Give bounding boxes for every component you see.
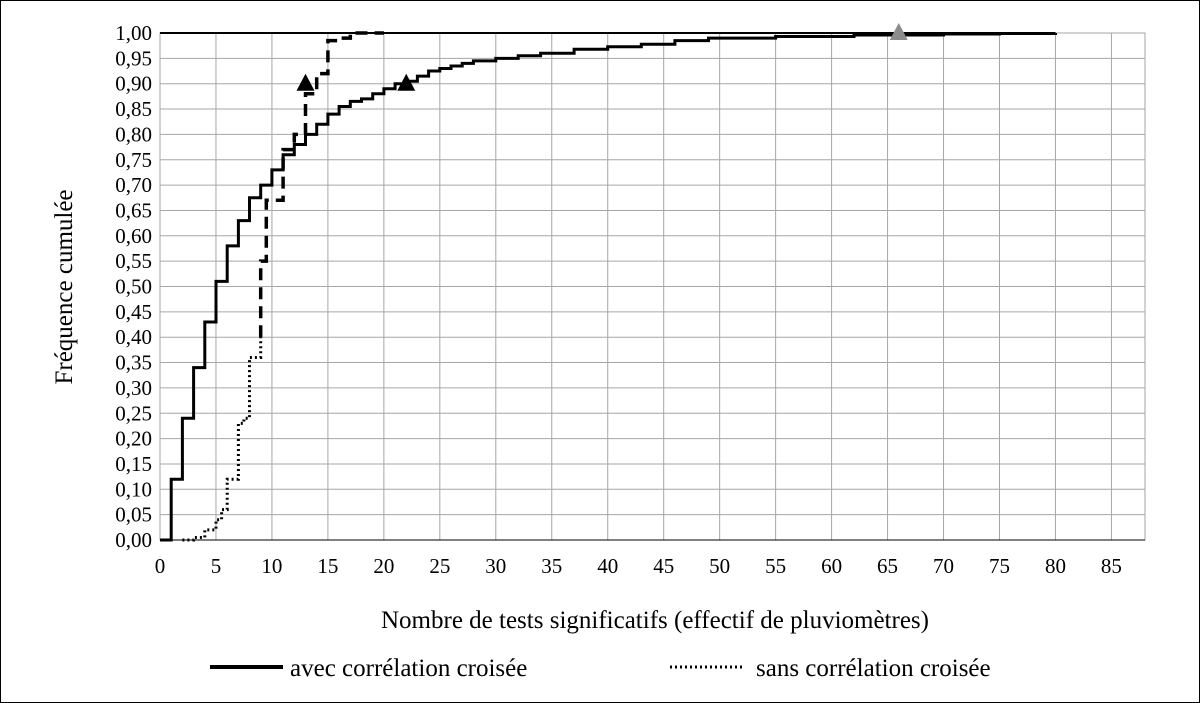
y-tick-label: 0,40	[115, 325, 152, 349]
y-tick-label: 0,15	[115, 452, 152, 476]
y-tick-label: 0,00	[115, 528, 152, 552]
x-tick-label: 15	[317, 554, 338, 578]
x-tick-label: 20	[373, 554, 394, 578]
y-tick-label: 0,50	[115, 275, 152, 299]
legend-label-solid: avec corrélation croisée	[290, 655, 527, 682]
x-axis-label: Nombre de tests significatifs (effectif …	[381, 607, 929, 634]
y-tick-labels: 0,000,050,100,150,200,250,300,350,400,45…	[115, 21, 152, 552]
y-tick-label: 0,55	[115, 249, 152, 273]
series-line-dashed	[258, 31, 384, 338]
triangle-marker	[397, 73, 416, 91]
triangle-marker	[296, 73, 315, 91]
x-tick-label: 35	[541, 554, 562, 578]
x-tick-label: 25	[429, 554, 450, 578]
y-tick-label: 0,30	[115, 376, 152, 400]
grid	[159, 32, 1146, 541]
triangle-marker	[889, 23, 908, 40]
x-tick-label: 65	[877, 554, 898, 578]
legend-label-dotted: sans corrélation croisée	[756, 655, 991, 682]
series-lines	[160, 31, 1057, 542]
x-tick-label: 5	[211, 554, 222, 578]
legend: avec corrélation croisée sans corrélatio…	[210, 655, 991, 682]
y-tick-label: 0,80	[115, 122, 152, 146]
y-tick-label: 0,35	[115, 351, 152, 375]
y-tick-label: 0,75	[115, 148, 152, 172]
y-axis-label: Fréquence cumulée	[51, 189, 78, 384]
y-tick-label: 0,95	[115, 46, 152, 70]
y-tick-label: 1,00	[115, 21, 152, 45]
series-line-solid	[160, 32, 1057, 542]
x-tick-label: 45	[653, 554, 674, 578]
y-tick-label: 0,45	[115, 300, 152, 324]
y-tick-label: 0,20	[115, 427, 152, 451]
x-tick-label: 80	[1045, 554, 1066, 578]
y-tick-label: 0,10	[115, 477, 152, 501]
x-tick-label: 50	[709, 554, 730, 578]
y-tick-label: 0,05	[115, 503, 152, 527]
series-line-dotted	[182, 337, 263, 542]
x-tick-label: 40	[597, 554, 618, 578]
x-tick-label: 55	[765, 554, 786, 578]
x-tick-labels: 0 5 10 15 20 25 30 35 40 45 50 55 60 65 70 75 80 85	[155, 554, 1122, 578]
x-tick-label: 0	[155, 554, 166, 578]
y-tick-label: 0,60	[115, 224, 152, 248]
x-tick-label: 75	[989, 554, 1010, 578]
y-tick-label: 0,65	[115, 198, 152, 222]
y-tick-label: 0,85	[115, 97, 152, 121]
y-tick-label: 0,25	[115, 401, 152, 425]
markers	[296, 23, 908, 91]
y-tick-label: 0,70	[115, 173, 152, 197]
y-tick-label: 0,90	[115, 72, 152, 96]
x-tick-label: 85	[1101, 554, 1122, 578]
x-tick-label: 60	[821, 554, 842, 578]
x-tick-label: 10	[261, 554, 282, 578]
x-tick-label: 70	[933, 554, 954, 578]
x-tick-label: 30	[485, 554, 506, 578]
